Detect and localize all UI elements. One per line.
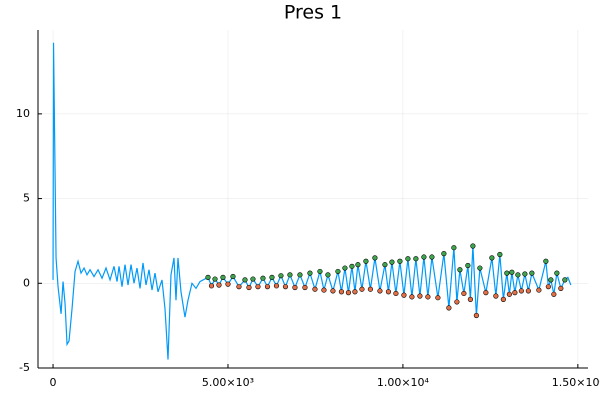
data-point <box>359 286 365 292</box>
data-point <box>342 265 348 271</box>
data-point <box>446 305 452 311</box>
data-point <box>512 290 518 296</box>
data-point <box>287 272 293 278</box>
data-point <box>382 262 388 268</box>
data-point <box>397 258 403 264</box>
x-tick-label: 1.00×10⁴ <box>377 376 430 389</box>
data-point <box>441 251 447 257</box>
data-point <box>236 284 242 290</box>
data-point <box>473 312 479 319</box>
data-point <box>292 284 298 291</box>
data-point <box>220 274 226 280</box>
data-point <box>345 290 352 296</box>
data-point <box>470 243 476 249</box>
data-point <box>355 262 361 268</box>
data-point <box>246 284 252 291</box>
data-point <box>321 287 327 293</box>
data-point <box>363 258 369 264</box>
data-point <box>522 271 528 277</box>
data-point <box>413 256 419 262</box>
data-point <box>389 259 395 265</box>
data-point <box>558 285 564 291</box>
data-point <box>500 296 506 302</box>
chart-title: Pres 1 <box>284 2 342 24</box>
data-point <box>273 283 280 289</box>
data-point <box>509 269 515 275</box>
data-point <box>425 294 431 300</box>
data-point <box>312 286 318 292</box>
data-point <box>409 294 415 300</box>
data-point <box>372 255 378 261</box>
data-point <box>405 256 411 262</box>
data-point <box>278 273 284 279</box>
data-point <box>536 287 542 293</box>
data-point <box>242 277 248 283</box>
data-point <box>302 284 308 291</box>
data-point <box>543 258 549 264</box>
data-point <box>225 281 231 287</box>
data-point <box>429 254 435 260</box>
data-point <box>477 265 483 271</box>
data-point <box>554 270 560 276</box>
data-point <box>260 275 266 281</box>
data-point <box>230 273 236 280</box>
data-point <box>421 254 427 260</box>
data-point <box>208 283 215 289</box>
y-tick-label: -5 <box>19 361 30 374</box>
data-point <box>385 289 392 295</box>
y-tick-label: 5 <box>23 192 30 205</box>
data-point <box>269 274 275 280</box>
data-point <box>465 262 471 269</box>
data-point <box>352 289 358 295</box>
data-point <box>417 293 423 299</box>
data-point <box>483 290 489 296</box>
x-tick-label: 1.50×10⁴ <box>552 376 600 389</box>
data-point <box>393 290 399 297</box>
data-point <box>461 290 467 297</box>
data-point <box>367 286 374 292</box>
data-point <box>525 288 531 294</box>
data-line <box>52 42 572 360</box>
data-point <box>330 288 336 294</box>
data-point <box>297 272 303 278</box>
data-point <box>317 268 323 275</box>
y-tick-label: 10 <box>16 107 30 120</box>
data-point <box>497 251 503 258</box>
data-point <box>529 270 535 276</box>
data-point <box>216 282 222 288</box>
data-point <box>325 272 331 278</box>
data-point <box>212 276 218 282</box>
x-tick-label: 0 <box>50 376 57 389</box>
data-point <box>518 288 524 294</box>
data-point <box>205 274 211 280</box>
data-point <box>335 268 341 275</box>
data-point <box>435 295 441 301</box>
data-point <box>377 288 383 294</box>
data-point <box>467 296 474 302</box>
x-tick-label: 5.00×10³ <box>202 376 254 389</box>
data-point <box>515 272 521 278</box>
data-point <box>504 270 510 276</box>
data-point <box>264 284 271 290</box>
data-point <box>457 267 463 273</box>
data-point <box>451 245 457 251</box>
data-point <box>562 277 568 283</box>
data-point <box>493 293 499 299</box>
data-point <box>282 284 289 290</box>
data-point <box>454 299 460 305</box>
data-point <box>551 291 557 297</box>
data-point <box>307 270 313 276</box>
data-point <box>250 276 256 282</box>
data-point <box>489 255 495 261</box>
y-tick-label: 0 <box>23 276 30 289</box>
data-point <box>349 263 355 269</box>
data-point <box>548 277 554 283</box>
data-point <box>338 289 345 295</box>
data-point <box>401 292 407 298</box>
data-point <box>255 284 261 290</box>
data-point <box>545 284 551 290</box>
data-point <box>506 291 512 297</box>
